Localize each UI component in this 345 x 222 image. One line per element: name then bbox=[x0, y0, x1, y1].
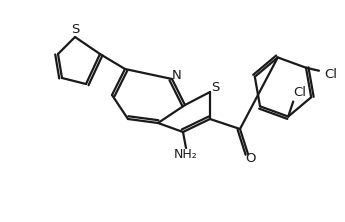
Text: S: S bbox=[71, 22, 79, 36]
Text: S: S bbox=[211, 81, 219, 93]
Text: Cl: Cl bbox=[294, 86, 307, 99]
Text: N: N bbox=[172, 69, 182, 81]
Text: NH₂: NH₂ bbox=[174, 147, 198, 161]
Text: O: O bbox=[246, 153, 256, 165]
Text: Cl: Cl bbox=[325, 68, 337, 81]
